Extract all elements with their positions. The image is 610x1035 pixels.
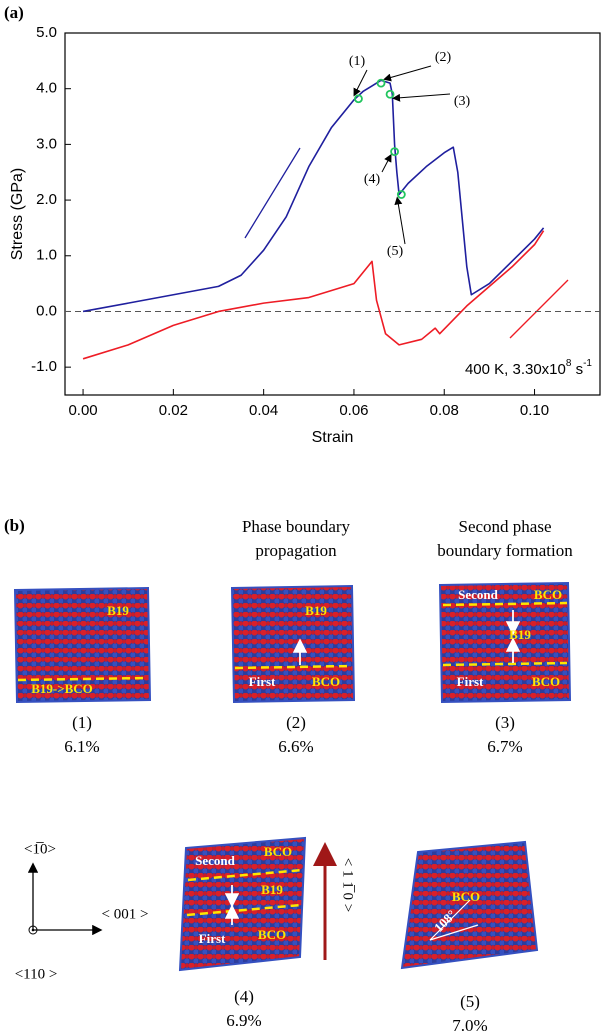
snapshot-tag: BCO xyxy=(532,674,560,689)
condition-label: 400 K, 3.30x108 s-1 xyxy=(465,358,592,378)
x-tick-label: 0.10 xyxy=(520,402,549,419)
state-marker xyxy=(385,89,395,99)
atomic-snapshot xyxy=(13,586,152,704)
snapshot-tag: BCO xyxy=(264,844,292,859)
panel-header: propagation xyxy=(255,541,337,560)
stress-curve xyxy=(82,230,545,360)
phase-boundary xyxy=(187,868,304,882)
snapshot-index: (3) xyxy=(495,713,515,732)
snapshot-index: (5) xyxy=(460,992,480,1011)
snapshot-tag: BCO xyxy=(258,927,286,942)
x-tick-label: 0.04 xyxy=(249,402,278,419)
annotation-arrow xyxy=(381,153,392,173)
annotation-label: (2) xyxy=(435,50,452,65)
state-marker xyxy=(396,190,406,199)
panel-header: boundary formation xyxy=(437,541,573,560)
x-tick-label: 0.02 xyxy=(159,402,188,419)
phase-boundary xyxy=(17,676,149,682)
annotation-label: (3) xyxy=(454,94,471,109)
stress-curve xyxy=(82,79,545,313)
panel-label: (a) xyxy=(4,3,24,22)
state-marker xyxy=(354,94,363,104)
x-tick-label: 0.08 xyxy=(430,402,459,419)
panel-header: Phase boundary xyxy=(242,517,351,536)
snapshot-tag: B19->BCO xyxy=(31,681,93,696)
y-tick-label: 1.0 xyxy=(36,247,57,264)
annotation-arrow xyxy=(353,69,368,97)
axis-origin xyxy=(28,925,38,935)
atomic-snapshot xyxy=(438,581,572,704)
state-marker xyxy=(390,147,399,157)
phase-boundary xyxy=(442,661,568,667)
snapshot-tag: B19 xyxy=(305,603,327,618)
annotation-label: (1) xyxy=(349,54,366,69)
load-direction-label: < 1 1̅ 0 > xyxy=(340,858,356,912)
angle-line xyxy=(429,924,479,941)
snapshot-tag: B19 xyxy=(107,603,129,618)
snapshot-tag: B19 xyxy=(261,882,283,897)
snapshot-strain: 6.6% xyxy=(278,737,313,756)
snapshot-index: (2) xyxy=(286,713,306,732)
atomic-snapshot xyxy=(400,840,539,970)
snapshot-strain: 6.1% xyxy=(64,737,99,756)
y-tick-label: 0.0 xyxy=(36,302,57,319)
x-axis-title: Strain xyxy=(312,429,354,446)
snapshot-strain: 6.9% xyxy=(226,1011,261,1030)
y-tick-label: 2.0 xyxy=(36,191,57,208)
loading-arrow xyxy=(244,147,301,239)
phase-boundary xyxy=(186,903,302,917)
annotation-arrow xyxy=(383,65,432,82)
y-tick-label: 4.0 xyxy=(36,80,57,97)
condition-label-part: -1 xyxy=(583,358,592,369)
annotation-label: (5) xyxy=(387,244,404,259)
state-marker xyxy=(376,78,386,88)
direction-label: < 001 > xyxy=(102,906,149,922)
y-tick-label: 5.0 xyxy=(36,24,57,41)
phase-boundary xyxy=(442,601,568,607)
snapshot-tag: First xyxy=(457,674,484,689)
annotation-label: (4) xyxy=(364,172,381,187)
y-axis-title: Stress (GPa) xyxy=(9,168,26,260)
x-tick-label: 0.00 xyxy=(68,402,97,419)
phase-boundary xyxy=(234,664,352,670)
snapshot-tag: Second xyxy=(195,853,236,868)
snapshot-tag: Second xyxy=(458,587,499,602)
axis-origin xyxy=(31,928,35,932)
panel-label: (b) xyxy=(4,516,25,535)
snapshot-tag: BCO xyxy=(534,587,562,602)
condition-label-part: 400 K, 3.30x10 xyxy=(465,361,566,378)
direction-label: <110 > xyxy=(15,966,58,982)
panel-header: Second phase xyxy=(458,517,551,536)
plot-frame xyxy=(64,32,601,396)
unloading-arrow xyxy=(509,279,569,339)
snapshot-tag: First xyxy=(199,931,226,946)
snapshot-tag: B19 xyxy=(509,627,531,642)
snapshot-strain: 7.0% xyxy=(452,1016,487,1035)
y-tick-label: 3.0 xyxy=(36,135,57,152)
annotation-arrow xyxy=(394,196,406,245)
y-tick-label: -1.0 xyxy=(31,358,57,375)
annotation-arrow xyxy=(392,93,451,102)
condition-label-part: 8 xyxy=(566,358,572,369)
angle-line xyxy=(429,899,471,941)
snapshot-tag: First xyxy=(249,674,276,689)
snapshot-tag: BCO xyxy=(312,674,340,689)
snapshot-index: (1) xyxy=(72,713,92,732)
snapshot-strain: 6.7% xyxy=(487,737,522,756)
snapshot-tag: BCO xyxy=(452,889,480,904)
x-tick-label: 0.06 xyxy=(339,402,368,419)
condition-label-part: s xyxy=(571,361,583,378)
snapshot-index: (4) xyxy=(234,987,254,1006)
direction-label: <1̅0> xyxy=(24,841,56,857)
atomic-snapshot xyxy=(178,836,307,972)
